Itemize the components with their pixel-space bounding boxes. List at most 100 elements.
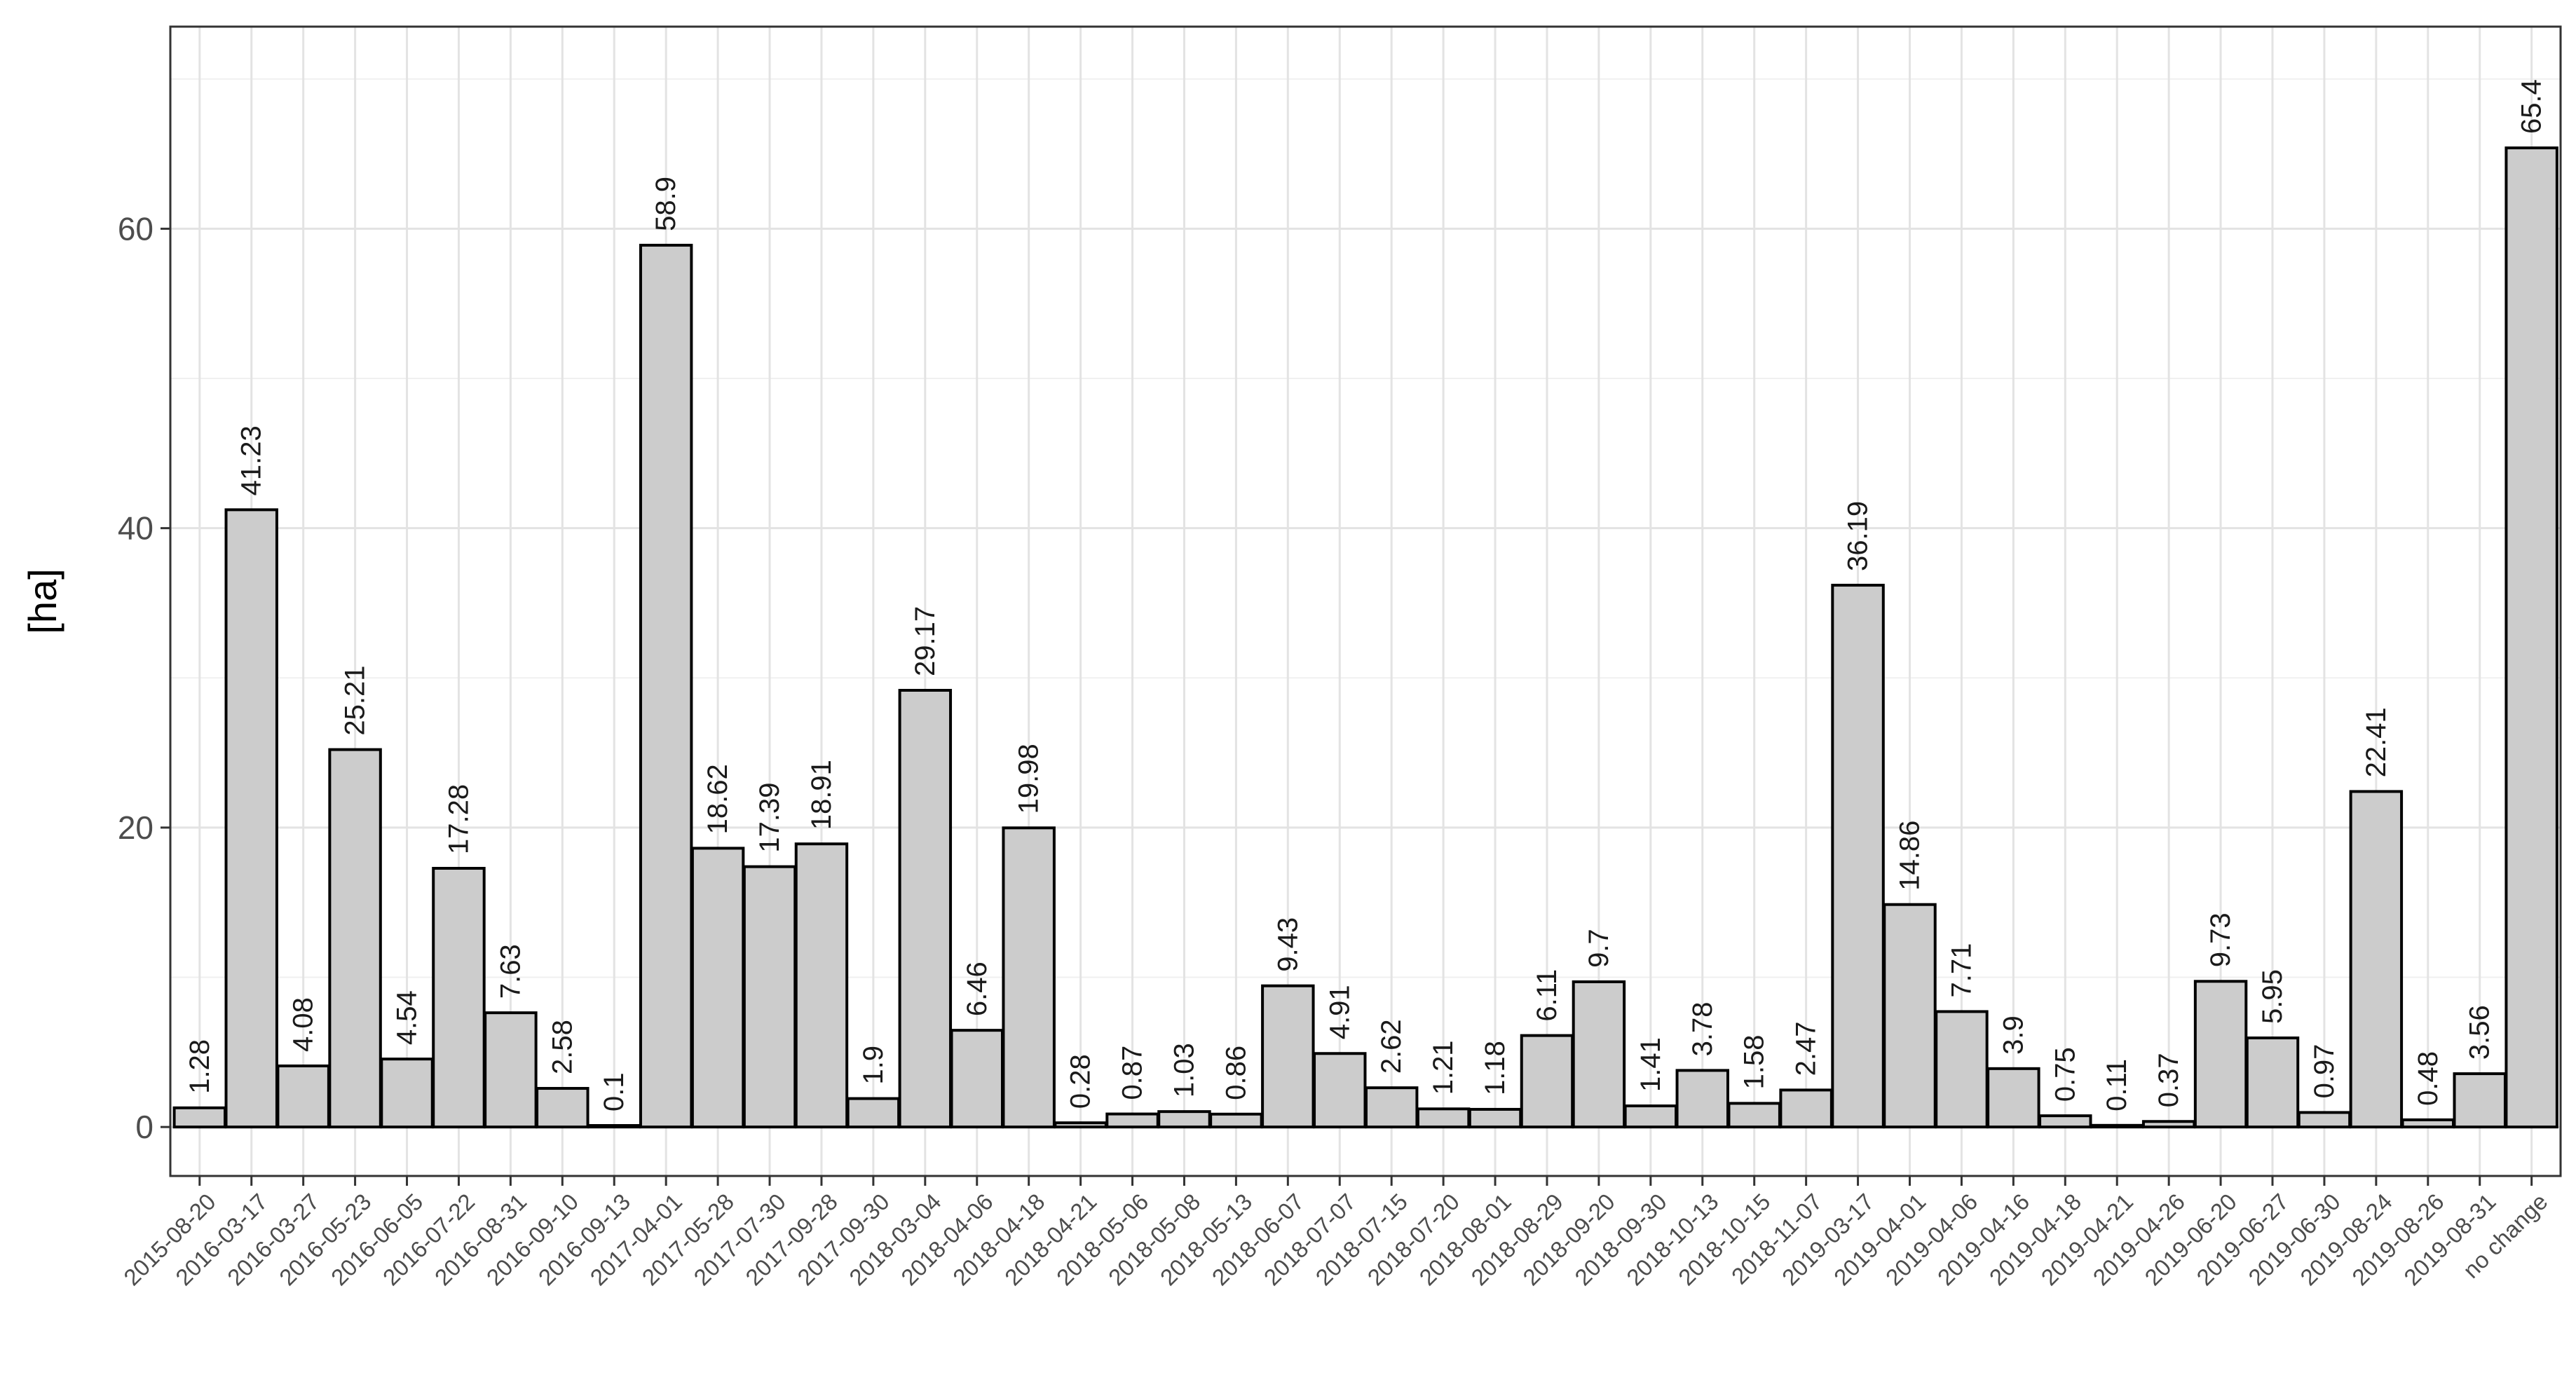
data-label: 1.9 (858, 1046, 889, 1085)
bar (1675, 1069, 1729, 1129)
bar (1261, 984, 1315, 1129)
data-label: 3.56 (2465, 1005, 2495, 1060)
bar (742, 865, 797, 1129)
data-label: 17.28 (443, 784, 474, 854)
y-axis: 0 20 40 60 (118, 210, 170, 1145)
bar (2245, 1036, 2300, 1129)
data-label: 9.73 (2205, 912, 2236, 967)
bar (950, 1029, 1004, 1129)
bar (328, 748, 382, 1129)
plot-border (169, 25, 2562, 1177)
data-label: 58.9 (650, 177, 681, 231)
data-label: 65.4 (2516, 79, 2547, 134)
x-axis: 2015-08-202016-03-172016-03-272016-05-23… (118, 1176, 2553, 1290)
data-label: 0.75 (2050, 1047, 2080, 1102)
bar (484, 1011, 538, 1129)
data-label: 0.11 (2101, 1059, 2132, 1111)
data-label: 36.19 (1843, 501, 1874, 571)
bar (1313, 1052, 1367, 1129)
data-label: 0.37 (2153, 1053, 2184, 1107)
data-label: 5.95 (2257, 969, 2288, 1024)
data-label: 29.17 (910, 606, 941, 676)
bar (224, 508, 278, 1129)
data-label: 25.21 (340, 665, 371, 735)
plot-background (170, 27, 2561, 1176)
data-label: 7.71 (1946, 943, 1977, 998)
bar (172, 1106, 227, 1129)
data-label: 19.98 (1014, 744, 1044, 814)
bar (1831, 584, 1885, 1129)
data-label: 6.46 (962, 962, 993, 1016)
data-label: 6.11 (1532, 969, 1562, 1022)
data-label: 9.43 (1272, 917, 1303, 972)
bar (2401, 1118, 2455, 1129)
bar (536, 1087, 590, 1129)
y-tick-label: 20 (118, 809, 154, 846)
bar (587, 1124, 641, 1129)
data-label: 0.1 (599, 1072, 629, 1111)
bar (639, 243, 693, 1129)
data-label: 2.47 (1791, 1022, 1822, 1076)
bar (1157, 1110, 1211, 1129)
bar (1209, 1112, 1263, 1129)
bar (1883, 903, 1937, 1129)
data-label: 1.03 (1168, 1043, 1199, 1097)
data-label: 1.28 (184, 1039, 215, 1094)
bar (1935, 1010, 1989, 1129)
data-label: 7.63 (495, 944, 526, 999)
bar (2038, 1114, 2092, 1129)
data-label: 0.97 (2309, 1044, 2340, 1099)
data-label: 4.54 (392, 990, 423, 1045)
data-label: 0.28 (1065, 1054, 1096, 1109)
data-label: 22.41 (2361, 707, 2392, 777)
data-label: 3.78 (1687, 1002, 1718, 1057)
data-label: 1.41 (1635, 1037, 1666, 1092)
bar (2141, 1120, 2196, 1129)
bar (2505, 146, 2558, 1129)
data-label: 1.21 (1428, 1040, 1459, 1095)
bar (276, 1064, 330, 1129)
bar (2090, 1123, 2144, 1129)
bar-labels: 1.28 41.23 4.08 25.21 4.54 17.28 7.63 2.58 0.1 58… (184, 79, 2547, 1111)
bar (1054, 1121, 1108, 1129)
data-label: 9.7 (1583, 929, 1614, 968)
grid-minor (170, 78, 2561, 978)
data-label: 0.48 (2413, 1051, 2444, 1106)
data-label: 14.86 (1894, 821, 1925, 891)
bar (898, 689, 953, 1129)
data-label: 1.58 (1739, 1035, 1770, 1090)
bar (1572, 980, 1626, 1129)
bar (1986, 1067, 2040, 1129)
bar (690, 847, 745, 1129)
bar (1105, 1112, 1159, 1129)
bar (846, 1097, 901, 1129)
bar (2193, 980, 2248, 1129)
bar (1468, 1107, 1522, 1129)
data-label: 0.87 (1117, 1046, 1148, 1100)
data-label: 1.18 (1480, 1041, 1511, 1095)
data-label: 2.58 (547, 1020, 578, 1074)
bar (1623, 1104, 1678, 1129)
bar (1002, 826, 1056, 1129)
data-label: 4.91 (1324, 985, 1355, 1039)
y-tick-label: 60 (118, 210, 154, 247)
data-label: 18.91 (806, 760, 837, 830)
data-label: 41.23 (236, 425, 267, 495)
bar (2349, 790, 2404, 1129)
y-tick-label: 0 (135, 1109, 154, 1145)
bars (172, 146, 2558, 1129)
bar (1727, 1102, 1781, 1129)
data-label: 0.86 (1220, 1046, 1251, 1100)
bar (432, 867, 486, 1129)
bar (2297, 1111, 2352, 1129)
bar (1779, 1088, 1833, 1129)
bar (794, 842, 849, 1129)
bar (1416, 1107, 1471, 1129)
y-tick-label: 40 (118, 510, 154, 547)
data-label: 18.62 (702, 764, 733, 834)
y-axis-title: [ha] (20, 568, 64, 634)
bar (1520, 1034, 1574, 1129)
bar (2453, 1072, 2507, 1129)
bar (380, 1058, 434, 1129)
